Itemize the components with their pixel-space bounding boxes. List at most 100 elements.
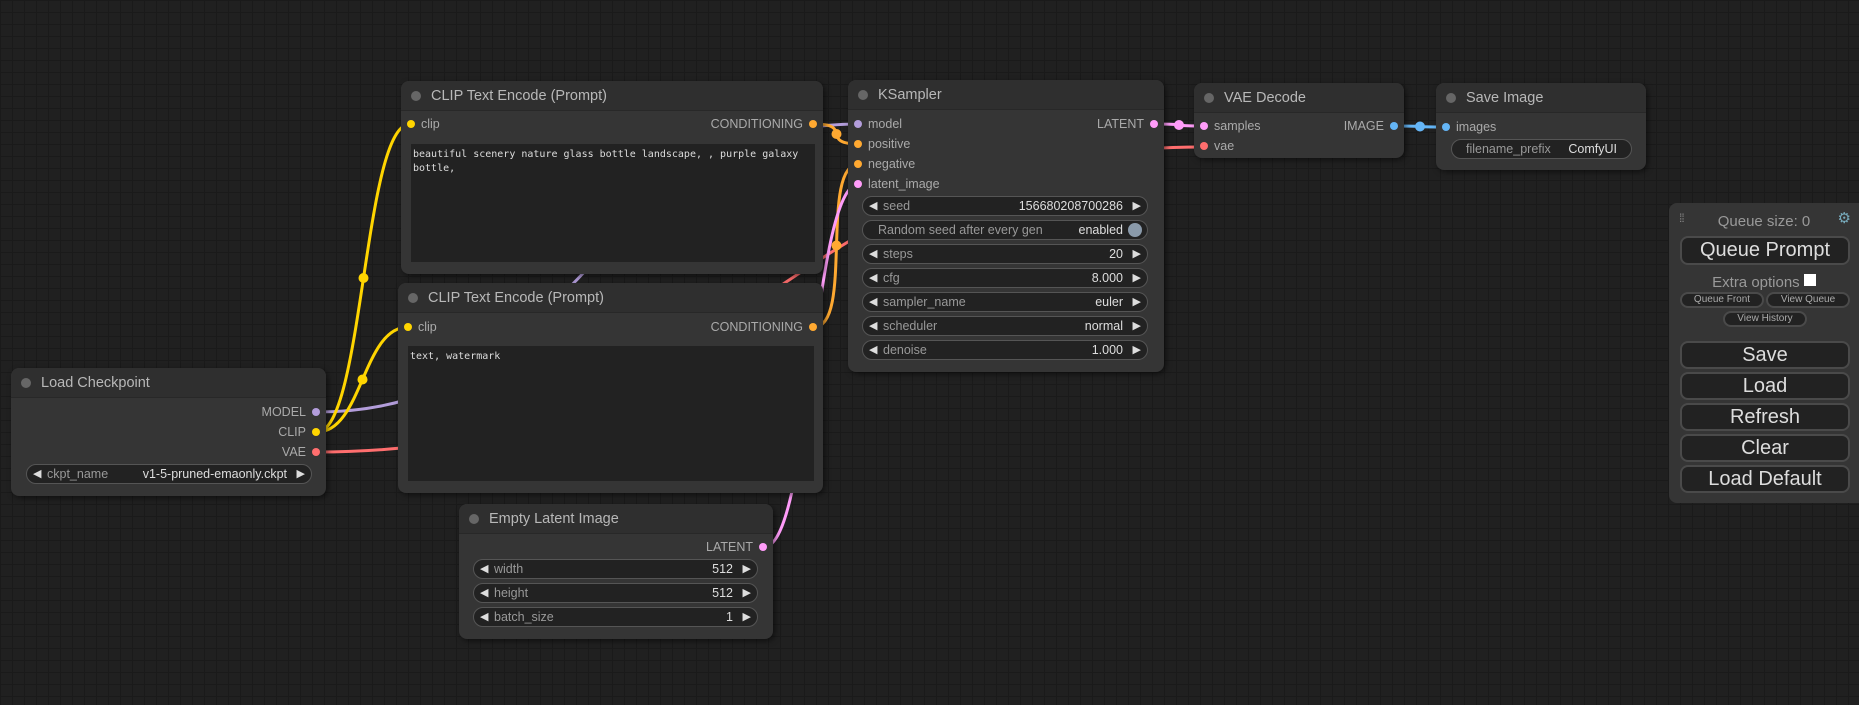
slot-dot-icon[interactable] — [854, 160, 862, 168]
link-clip-negative-midpoint[interactable] — [357, 374, 368, 385]
node-title[interactable]: Load Checkpoint — [11, 368, 326, 398]
steps-widget[interactable]: ◀ steps 20 ▶ — [862, 244, 1148, 264]
arrow-left-icon[interactable]: ◀ — [869, 296, 878, 308]
slot-dot-icon[interactable] — [1200, 122, 1208, 130]
refresh-button[interactable]: Refresh — [1680, 403, 1850, 431]
input-latent-image[interactable]: latent_image — [848, 177, 940, 191]
clear-button[interactable]: Clear — [1680, 434, 1850, 462]
input-clip[interactable]: clip — [401, 117, 440, 131]
node-title[interactable]: VAE Decode — [1194, 83, 1404, 113]
output-image[interactable]: IMAGE — [1344, 119, 1404, 133]
collapse-dot-icon[interactable] — [408, 293, 418, 303]
link-negative-midpoint[interactable] — [831, 240, 842, 251]
node-title[interactable]: Empty Latent Image — [459, 504, 773, 534]
arrow-left-icon[interactable]: ◀ — [869, 248, 878, 260]
link-clip-positive-midpoint[interactable] — [358, 272, 369, 283]
arrow-left-icon[interactable]: ◀ — [33, 468, 42, 480]
input-vae[interactable]: vae — [1194, 139, 1234, 153]
slot-dot-icon[interactable] — [312, 408, 320, 416]
node-title[interactable]: KSampler — [848, 80, 1164, 110]
link-image-midpoint[interactable] — [1415, 121, 1425, 132]
toggle-knob-icon[interactable] — [1128, 223, 1142, 237]
queue-front-button[interactable]: Queue Front — [1680, 292, 1764, 308]
link-positive-midpoint[interactable] — [831, 129, 842, 139]
load-button[interactable]: Load — [1680, 372, 1850, 400]
node-save-image[interactable]: Save Image images filename_prefix ComfyUI — [1436, 83, 1646, 170]
slot-dot-icon[interactable] — [759, 543, 767, 551]
arrow-left-icon[interactable]: ◀ — [869, 200, 878, 212]
input-positive[interactable]: positive — [848, 137, 910, 151]
input-images[interactable]: images — [1436, 120, 1496, 134]
collapse-dot-icon[interactable] — [411, 91, 421, 101]
filename-prefix-input[interactable]: filename_prefix ComfyUI — [1451, 139, 1632, 159]
slot-dot-icon[interactable] — [854, 120, 862, 128]
random-seed-toggle[interactable]: Random seed after every gen enabled — [862, 220, 1148, 240]
arrow-right-icon[interactable]: ▶ — [1132, 248, 1141, 260]
batch-size-widget[interactable]: ◀ batch_size 1 ▶ — [473, 607, 758, 627]
ckpt-name-combo[interactable]: ◀ ckpt_name v1-5-pruned-emaonly.ckpt ▶ — [26, 464, 312, 484]
arrow-right-icon[interactable]: ▶ — [742, 587, 751, 599]
slot-dot-icon[interactable] — [854, 140, 862, 148]
extra-options-checkbox[interactable] — [1803, 274, 1816, 286]
collapse-dot-icon[interactable] — [1446, 93, 1456, 103]
slot-dot-icon[interactable] — [809, 120, 817, 128]
collapse-dot-icon[interactable] — [1204, 93, 1214, 103]
node-title[interactable]: CLIP Text Encode (Prompt) — [398, 283, 823, 313]
input-model[interactable]: model — [848, 117, 902, 131]
height-widget[interactable]: ◀ height 512 ▶ — [473, 583, 758, 603]
arrow-right-icon[interactable]: ▶ — [1132, 344, 1141, 356]
slot-dot-icon[interactable] — [312, 448, 320, 456]
arrow-right-icon[interactable]: ▶ — [1132, 200, 1141, 212]
arrow-left-icon[interactable]: ◀ — [869, 272, 878, 284]
arrow-left-icon[interactable]: ◀ — [869, 320, 878, 332]
node-clip-text-encode-positive[interactable]: CLIP Text Encode (Prompt) clip CONDITION… — [401, 81, 823, 274]
slot-dot-icon[interactable] — [1150, 120, 1158, 128]
cfg-widget[interactable]: ◀ cfg 8.000 ▶ — [862, 268, 1148, 288]
arrow-right-icon[interactable]: ▶ — [742, 563, 751, 575]
input-negative[interactable]: negative — [848, 157, 915, 171]
output-latent[interactable]: LATENT — [706, 540, 773, 554]
arrow-right-icon[interactable]: ▶ — [1132, 320, 1141, 332]
view-queue-button[interactable]: View Queue — [1766, 292, 1850, 308]
output-vae[interactable]: VAE — [282, 445, 326, 459]
save-button[interactable]: Save — [1680, 341, 1850, 369]
slot-dot-icon[interactable] — [404, 323, 412, 331]
slot-dot-icon[interactable] — [1442, 123, 1450, 131]
sampler-name-combo[interactable]: ◀ sampler_name euler ▶ — [862, 292, 1148, 312]
output-conditioning[interactable]: CONDITIONING — [711, 117, 823, 131]
width-widget[interactable]: ◀ width 512 ▶ — [473, 559, 758, 579]
slot-dot-icon[interactable] — [1200, 142, 1208, 150]
drag-handle-icon[interactable]: ⁞⁞ — [1679, 211, 1685, 225]
prompt-textarea[interactable]: text, watermark — [408, 346, 814, 481]
arrow-left-icon[interactable]: ◀ — [869, 344, 878, 356]
slot-dot-icon[interactable] — [407, 120, 415, 128]
arrow-left-icon[interactable]: ◀ — [480, 563, 489, 575]
arrow-right-icon[interactable]: ▶ — [742, 611, 751, 623]
output-latent[interactable]: LATENT — [1097, 117, 1164, 131]
slot-dot-icon[interactable] — [1390, 122, 1398, 130]
collapse-dot-icon[interactable] — [21, 378, 31, 388]
slot-dot-icon[interactable] — [809, 323, 817, 331]
slot-dot-icon[interactable] — [854, 180, 862, 188]
load-default-button[interactable]: Load Default — [1680, 465, 1850, 493]
output-model[interactable]: MODEL — [262, 405, 326, 419]
node-load-checkpoint[interactable]: Load Checkpoint MODEL CLIP VAE ◀ ckpt_nam… — [11, 368, 326, 496]
arrow-left-icon[interactable]: ◀ — [480, 611, 489, 623]
node-ksampler[interactable]: KSampler model positive negative latent_… — [848, 80, 1164, 372]
output-clip[interactable]: CLIP — [278, 425, 326, 439]
queue-prompt-button[interactable]: Queue Prompt — [1680, 236, 1850, 265]
arrow-right-icon[interactable]: ▶ — [1132, 272, 1141, 284]
arrow-right-icon[interactable]: ▶ — [1132, 296, 1141, 308]
seed-widget[interactable]: ◀ seed 156680208700286 ▶ — [862, 196, 1148, 216]
output-conditioning[interactable]: CONDITIONING — [711, 320, 823, 334]
node-title[interactable]: CLIP Text Encode (Prompt) — [401, 81, 823, 111]
node-title[interactable]: Save Image — [1436, 83, 1646, 113]
arrow-left-icon[interactable]: ◀ — [480, 587, 489, 599]
node-clip-text-encode-negative[interactable]: CLIP Text Encode (Prompt) clip CONDITION… — [398, 283, 823, 493]
denoise-widget[interactable]: ◀ denoise 1.000 ▶ — [862, 340, 1148, 360]
input-clip[interactable]: clip — [398, 320, 437, 334]
input-samples[interactable]: samples — [1194, 119, 1261, 133]
arrow-right-icon[interactable]: ▶ — [296, 468, 305, 480]
collapse-dot-icon[interactable] — [469, 514, 479, 524]
slot-dot-icon[interactable] — [312, 428, 320, 436]
